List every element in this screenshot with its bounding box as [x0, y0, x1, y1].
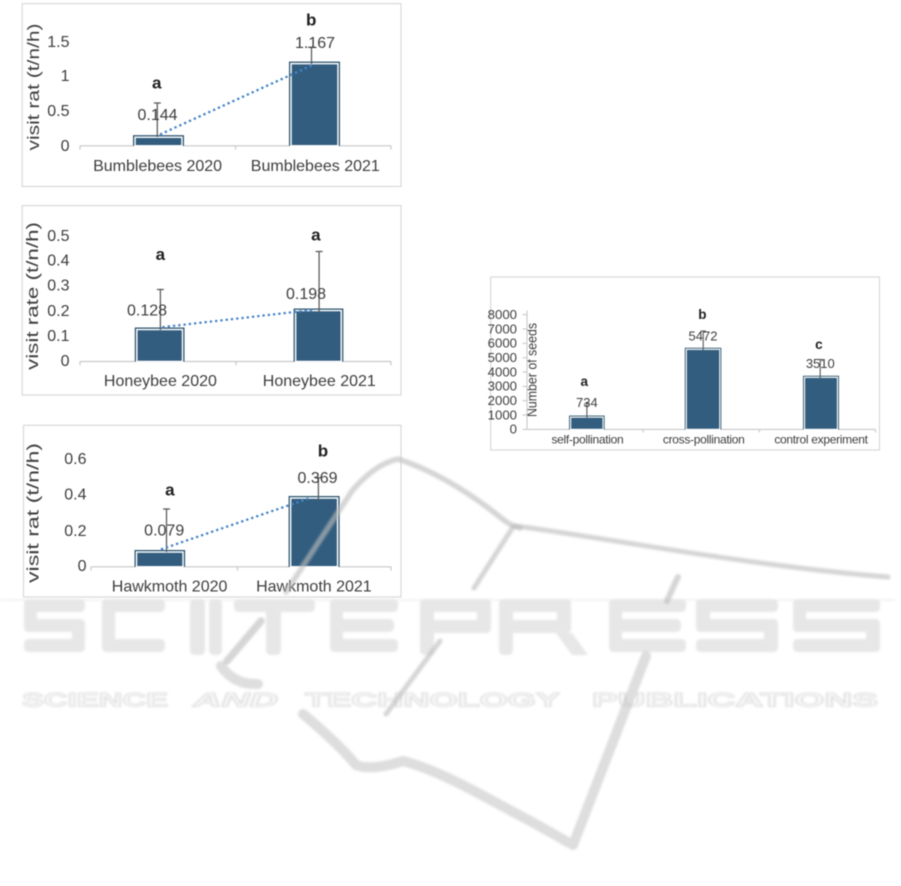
svg-text:SCIENCE: SCIENCE [22, 690, 168, 712]
svg-text:7000: 7000 [488, 321, 517, 336]
svg-text:b: b [306, 10, 316, 29]
svg-text:a: a [311, 225, 321, 244]
svg-text:8000: 8000 [488, 307, 517, 322]
svg-text:3000: 3000 [488, 379, 517, 394]
svg-text:0.5: 0.5 [47, 228, 69, 245]
svg-text:0.128: 0.128 [127, 303, 167, 320]
svg-text:1: 1 [61, 68, 70, 85]
svg-text:a: a [165, 481, 175, 500]
svg-text:0.6: 0.6 [64, 451, 86, 468]
svg-text:Honeybee 2021: Honeybee 2021 [263, 373, 376, 390]
svg-text:0.5: 0.5 [47, 103, 69, 120]
svg-text:Number of seeds: Number of seeds [525, 323, 540, 417]
svg-text:6000: 6000 [488, 336, 517, 351]
svg-text:a: a [156, 245, 166, 264]
svg-text:5472: 5472 [689, 329, 718, 344]
svg-text:0.144: 0.144 [137, 107, 177, 124]
svg-text:Hawkmoth 2021: Hawkmoth 2021 [256, 579, 372, 596]
svg-text:0.2: 0.2 [64, 523, 86, 540]
svg-text:0.369: 0.369 [297, 470, 337, 487]
svg-text:0.198: 0.198 [286, 286, 326, 303]
svg-text:Honeybee 2020: Honeybee 2020 [104, 373, 217, 390]
svg-text:Bumblebees 2021: Bumblebees 2021 [251, 158, 380, 175]
svg-text:TECHNOLOGY: TECHNOLOGY [305, 690, 560, 712]
svg-text:0.079: 0.079 [144, 523, 184, 540]
svg-text:734: 734 [576, 395, 598, 410]
svg-text:4000: 4000 [488, 364, 517, 379]
svg-text:0: 0 [61, 138, 70, 155]
svg-text:AND: AND [191, 690, 278, 712]
svg-text:c: c [815, 337, 823, 352]
svg-text:0.4: 0.4 [64, 487, 86, 504]
svg-text:PUBLICATIONS: PUBLICATIONS [592, 690, 878, 712]
svg-text:visit rat (t/n/h): visit rat (t/n/h) [25, 24, 43, 151]
svg-text:5000: 5000 [488, 350, 517, 365]
svg-text:0.3: 0.3 [47, 278, 69, 295]
svg-text:visit rate (t/n/h): visit rate (t/n/h) [24, 222, 42, 370]
svg-text:3510: 3510 [806, 356, 835, 371]
svg-text:self-pollination: self-pollination [551, 433, 623, 447]
svg-text:cross-pollination: cross-pollination [663, 433, 745, 447]
svg-text:b: b [698, 307, 706, 322]
svg-text:0.2: 0.2 [47, 303, 69, 320]
svg-text:2000: 2000 [488, 393, 517, 408]
svg-text:control experiment: control experiment [774, 433, 868, 447]
svg-text:0.4: 0.4 [47, 253, 69, 270]
svg-text:0: 0 [510, 422, 517, 437]
svg-text:0.1: 0.1 [47, 328, 69, 345]
svg-text:visit rat (t/n/h): visit rat (t/n/h) [24, 443, 42, 583]
svg-text:Hawkmoth 2020: Hawkmoth 2020 [112, 579, 228, 596]
svg-text:1.167: 1.167 [295, 35, 335, 52]
svg-text:1.5: 1.5 [47, 34, 69, 51]
svg-text:Bumblebees 2020: Bumblebees 2020 [93, 158, 222, 175]
svg-text:a: a [152, 74, 162, 93]
svg-text:b: b [318, 442, 328, 461]
svg-text:1000: 1000 [488, 407, 517, 422]
svg-text:0: 0 [78, 558, 87, 575]
svg-text:0: 0 [61, 353, 70, 370]
svg-text:a: a [580, 374, 588, 389]
